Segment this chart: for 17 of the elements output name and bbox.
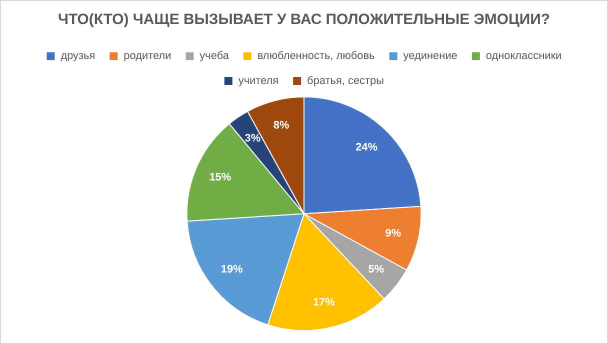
data-label: 15%: [209, 172, 232, 184]
legend-label: одноклассники: [486, 50, 562, 62]
legend-label: учителя: [238, 75, 279, 88]
data-label: 17%: [312, 296, 336, 309]
data-label: 24%: [356, 141, 378, 154]
legend-label: учеба: [200, 50, 230, 62]
chart-title: ЧТО(КТО) ЧАЩЕ ВЫЗЫВАЕТ У ВАС ПОЛОЖИТЕЛЬНЫЕ ЭМОЦИИ?: [58, 11, 550, 28]
legend-label: уединение: [403, 50, 458, 62]
legend-label: родители: [124, 50, 172, 62]
legend-label: друзья: [60, 50, 96, 62]
legend-label: братья, сестры: [307, 75, 384, 88]
data-label: 5%: [368, 264, 384, 276]
legend-label: влюбленность, любовь: [257, 50, 376, 62]
data-label: 19%: [220, 264, 244, 276]
data-label: 8%: [273, 120, 290, 132]
data-label: 9%: [385, 228, 402, 240]
data-label: 3%: [244, 132, 261, 144]
